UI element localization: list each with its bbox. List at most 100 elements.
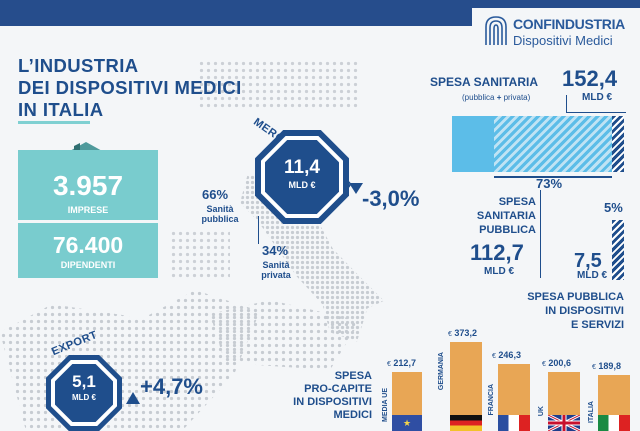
spesa-bar-pubblica <box>494 116 612 172</box>
currency: € <box>592 364 596 371</box>
privata-label: Sanità privata <box>256 260 296 280</box>
currency: € <box>492 353 496 360</box>
spesa-bar-privata <box>452 116 494 172</box>
value-label: € 189,8 <box>592 361 621 371</box>
dispositivi-label-3: E SERVIZI <box>571 319 624 331</box>
brand-name: CONFINDUSTRIA <box>513 16 625 32</box>
title-underline <box>18 121 90 124</box>
privata-label-1: Sanità <box>262 260 290 270</box>
procapite-label-3: IN DISPOSITIVI <box>293 396 372 408</box>
world-map-dots <box>170 230 230 280</box>
title-line-3: IN ITALIA <box>18 99 104 120</box>
privata-label-2: privata <box>261 270 291 280</box>
pubblica-pct: 66% <box>202 187 229 202</box>
spesa-pubblica-unit: MLD € <box>484 266 514 277</box>
currency: € <box>387 361 391 368</box>
uk-flag-icon <box>548 415 580 431</box>
fr-flag-icon <box>498 415 530 431</box>
connector-line <box>540 190 541 278</box>
mercato-badge-core <box>265 140 339 214</box>
bar-group-eu: MEDIA UE € 212,7 ★ <box>382 358 437 431</box>
value-label: € 373,2 <box>448 328 477 338</box>
it-flag-icon <box>598 415 630 431</box>
spesa-bar-dispositivi <box>612 116 624 172</box>
connector-line <box>258 216 259 244</box>
page-title: L’INDUSTRIA DEI DISPOSITIVI MEDICI IN IT… <box>18 55 242 121</box>
export-badge-core <box>55 364 113 422</box>
privata-pct: 34% <box>262 243 289 258</box>
spesa-sanitaria-sub: (pubblica + privata) <box>462 93 530 102</box>
dipendenti-value: 76.400 <box>52 232 124 258</box>
world-map-dots <box>0 290 260 431</box>
bracket-line <box>566 112 626 113</box>
logo-area <box>472 8 640 54</box>
mercato-value: 11,4 <box>284 157 320 178</box>
procapite-label: SPESA PRO-CAPITE IN DISPOSITIVI MEDICI <box>262 370 372 422</box>
country-label: UK <box>538 406 545 417</box>
imprese-panel <box>18 150 158 278</box>
spesa-pubblica-label-2: SANITARIA <box>476 210 536 222</box>
down-arrow-icon <box>349 183 363 194</box>
spesa-pubblica-label-3: PUBBLICA <box>479 224 536 236</box>
export-value: 5,1 <box>72 372 96 391</box>
bar-value: 189,8 <box>598 361 621 371</box>
imprese-label: IMPRESE <box>67 205 109 215</box>
sub-plus: + <box>496 93 502 102</box>
panel-divider <box>18 220 158 223</box>
up-arrow-icon <box>126 392 140 404</box>
spesa-pubblica-label-1: SPESA <box>498 196 536 208</box>
bar-group-it: ITALIA € 189,8 <box>588 361 640 431</box>
confindustria-logo-icon <box>485 16 507 45</box>
dispositivi-label-1: SPESA PUBBLICA <box>527 291 624 303</box>
export-unit: MLD € <box>72 393 96 402</box>
sub-pubblica: (pubblica <box>462 93 495 102</box>
bar-group-de: GERMANIA € 373,2 <box>438 324 488 431</box>
bar-value: 200,6 <box>548 358 571 368</box>
bar-underline <box>494 176 612 178</box>
dipendenti-label: DIPENDENTI <box>60 260 116 270</box>
spesa-pubblica-value: 112,7 <box>470 240 524 265</box>
mercato-change: -3,0% <box>362 186 420 211</box>
pubblica-label-2: pubblica <box>201 214 239 224</box>
title-line-2: DEI DISPOSITIVI MEDICI <box>18 77 242 98</box>
bracket-line <box>566 95 567 113</box>
value-label: € 200,6 <box>542 358 571 368</box>
bar-group-uk: UK € 200,6 <box>538 358 588 431</box>
country-label: ITALIA <box>588 401 595 424</box>
dispositivi-value: 7,5 <box>574 250 602 272</box>
world-map-dots <box>198 60 358 110</box>
spesa-pubblica-label: SPESA SANITARIA PUBBLICA <box>476 195 536 237</box>
mercato-unit: MLD € <box>288 180 316 190</box>
dispositivi-label-2: IN DISPOSITIVI <box>545 305 624 317</box>
dispositivi-label: SPESA PUBBLICA IN DISPOSITIVI E SERVIZI <box>500 290 624 332</box>
title-line-1: L’INDUSTRIA <box>18 55 139 76</box>
procapite-label-1: SPESA <box>334 370 372 382</box>
bar-group-fr: FRANCIA € 246,3 <box>488 350 540 431</box>
country-label: FRANCIA <box>488 384 495 416</box>
value-label: € 246,3 <box>492 350 521 360</box>
bar-value: 373,2 <box>454 328 477 338</box>
pubblica-label-1: Sanità <box>206 204 234 214</box>
export-change: +4,7% <box>140 374 203 399</box>
dispositivi-hatch <box>612 220 624 280</box>
spesa-sanitaria-value: 152,4 <box>562 66 618 91</box>
dispositivi-unit: MLD € <box>577 270 607 281</box>
value-label: € 212,7 <box>387 358 416 368</box>
spesa-sanitaria-unit: MLD € <box>582 92 612 103</box>
imprese-value: 3.957 <box>52 170 124 201</box>
sub-privata: privata) <box>503 93 531 102</box>
share-pubblica: 73% <box>536 176 563 191</box>
spesa-sanitaria-label: SPESA SANITARIA <box>430 75 539 89</box>
bar-value: 212,7 <box>393 358 416 368</box>
procapite-label-4: MEDICI <box>333 409 373 421</box>
procapite-label-2: PRO-CAPITE <box>304 383 372 395</box>
eu-flag-icon: ★ <box>392 415 422 431</box>
currency: € <box>448 331 452 338</box>
pubblica-label: Sanità pubblica <box>197 204 243 224</box>
share-dispositivi: 5% <box>604 200 623 215</box>
bar-value: 246,3 <box>498 350 521 360</box>
de-flag-icon <box>450 415 482 431</box>
brand-subtitle: Dispositivi Medici <box>513 33 613 48</box>
country-label: MEDIA UE <box>382 388 389 422</box>
country-label: GERMANIA <box>438 352 445 391</box>
